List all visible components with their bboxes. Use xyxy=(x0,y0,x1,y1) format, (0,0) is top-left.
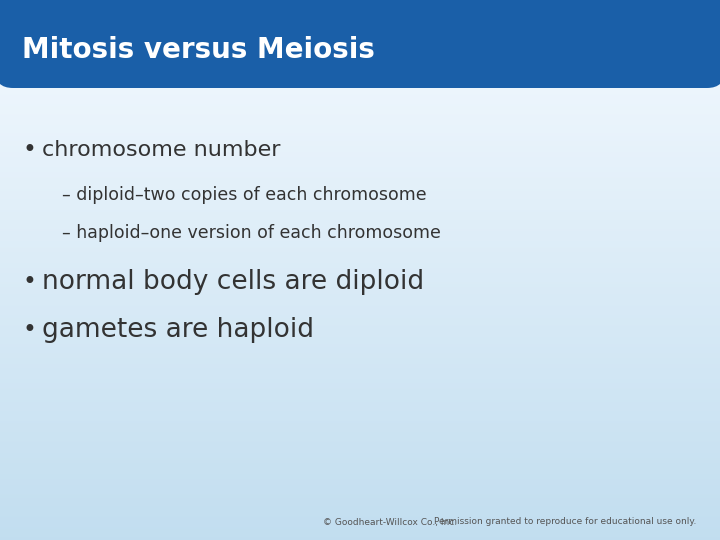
Text: •: • xyxy=(22,318,36,342)
Text: © Goodheart-Willcox Co., Inc.: © Goodheart-Willcox Co., Inc. xyxy=(323,517,457,526)
Text: – diploid–two copies of each chromosome: – diploid–two copies of each chromosome xyxy=(62,186,427,204)
Text: normal body cells are diploid: normal body cells are diploid xyxy=(42,269,424,295)
Text: •: • xyxy=(22,270,36,294)
Text: Permission granted to reproduce for educational use only.: Permission granted to reproduce for educ… xyxy=(434,517,696,526)
FancyBboxPatch shape xyxy=(0,0,720,88)
Text: – haploid–one version of each chromosome: – haploid–one version of each chromosome xyxy=(62,224,441,242)
Text: gametes are haploid: gametes are haploid xyxy=(42,317,314,343)
Text: •: • xyxy=(22,138,36,162)
Text: chromosome number: chromosome number xyxy=(42,140,281,160)
Text: Mitosis versus Meiosis: Mitosis versus Meiosis xyxy=(22,36,375,64)
